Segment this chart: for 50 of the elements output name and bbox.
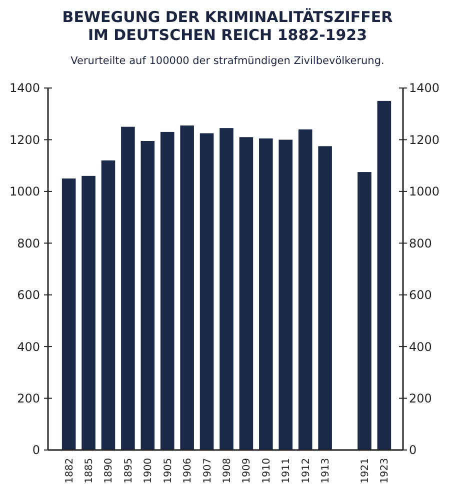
y-tick-label: 0 [32, 443, 40, 458]
y2-tick-label: 1200 [409, 132, 440, 147]
bar [358, 172, 372, 450]
x-tick-label: 1900 [143, 458, 154, 484]
bar [377, 100, 392, 450]
y-tick-label: 1200 [9, 132, 40, 147]
y2-tick-label: 1400 [409, 81, 440, 96]
bar [62, 178, 76, 450]
y-tick-label: 1000 [9, 184, 40, 199]
x-tick-label: 1910 [261, 458, 272, 484]
bar [200, 133, 214, 450]
chart-subtitle: Verurteilte auf 100000 der strafmündigen Zivilbevölkerung. [70, 55, 384, 67]
bar [239, 137, 254, 450]
x-tick-label: 1895 [123, 458, 134, 484]
bar [140, 141, 155, 450]
x-tick-label: 1885 [84, 458, 96, 484]
y-tick-label: 800 [17, 236, 40, 250]
x-tick-label: 1882 [64, 458, 76, 484]
bar [82, 176, 96, 450]
bar [101, 160, 116, 450]
x-tick-label: 1890 [104, 458, 115, 484]
x-tick-label: 1905 [162, 458, 174, 484]
x-tick-label: 1923 [380, 458, 391, 484]
y2-tick-label: 800 [409, 236, 432, 250]
x-tick-label: 1906 [182, 458, 194, 484]
bar [318, 146, 332, 450]
y2-tick-label: 0 [409, 443, 417, 458]
x-tick-label: 1907 [202, 458, 214, 484]
bar [160, 132, 174, 450]
y2-tick-label: 200 [409, 391, 432, 406]
x-tick-label: 1908 [222, 458, 233, 484]
bar [180, 125, 194, 450]
y2-tick-label: 400 [409, 340, 432, 354]
x-tick-label: 1911 [281, 458, 292, 484]
bar [220, 128, 234, 450]
y-tick-label: 1400 [9, 81, 40, 96]
chart-title: BEWEGUNG DER KRIMINALITÄTSZIFFER IM DEUTSCHEN REICH 1882-1923 [62, 8, 394, 44]
bar [298, 129, 312, 450]
y-tick-label: 400 [17, 340, 40, 354]
bar [259, 138, 273, 450]
y-tick-label: 600 [17, 288, 40, 302]
x-tick-label: 1913 [320, 458, 332, 484]
y2-tick-label: 600 [409, 288, 432, 302]
x-tick-label: 1909 [242, 458, 253, 484]
bar [121, 126, 135, 450]
y2-tick-label: 1000 [409, 184, 440, 199]
y-tick-label: 200 [17, 391, 40, 406]
x-tick-label: 1921 [360, 458, 371, 484]
x-tick-label: 1912 [300, 458, 312, 484]
bar [278, 140, 293, 450]
